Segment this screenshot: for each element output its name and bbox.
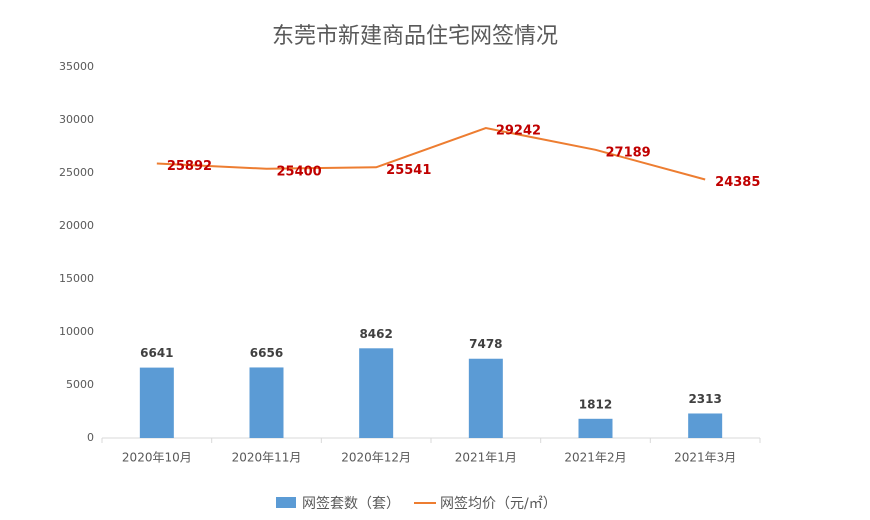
bar-label: 2313 [688, 392, 721, 406]
x-tick-label: 2021年3月 [674, 451, 736, 465]
bar [688, 413, 723, 438]
legend-label: 网签套数（套） [302, 495, 400, 512]
legend-swatch [276, 497, 296, 508]
x-tick-label: 2020年11月 [232, 451, 302, 465]
line-label: 25541 [386, 163, 431, 178]
line [156, 127, 706, 181]
bar [468, 358, 503, 438]
chart-title: 东莞市新建商品住宅网签情况 [272, 24, 558, 49]
bar-label: 8462 [359, 327, 392, 341]
bar-label: 1812 [579, 397, 612, 411]
x-tick-label: 2021年2月 [564, 451, 626, 465]
bar [359, 348, 394, 438]
y-tick-label: 15000 [59, 272, 94, 285]
y-tick-label: 5000 [66, 378, 94, 391]
y-tick-label: 10000 [59, 325, 94, 338]
x-tick-label: 2020年12月 [341, 451, 411, 465]
bar-label: 6656 [250, 346, 283, 360]
y-tick-label: 35000 [59, 60, 94, 73]
legend-label: 网签均价（元/㎡） [440, 495, 557, 512]
line-label: 24385 [715, 175, 760, 190]
bar-label: 6641 [140, 346, 173, 360]
line-label: 25892 [167, 159, 212, 174]
y-tick-label: 20000 [59, 219, 94, 232]
line-label: 25400 [277, 164, 322, 179]
bar-label: 7478 [469, 337, 502, 351]
y-tick-label: 30000 [59, 113, 94, 126]
line-label: 29242 [496, 124, 541, 139]
bar [249, 367, 284, 438]
x-tick-label: 2021年1月 [455, 451, 517, 465]
y-tick-label: 25000 [59, 166, 94, 179]
y-tick-label: 0 [87, 431, 94, 444]
bar [139, 367, 174, 438]
line-label: 27189 [606, 145, 651, 160]
bar [578, 418, 613, 438]
x-tick-label: 2020年10月 [122, 451, 192, 465]
